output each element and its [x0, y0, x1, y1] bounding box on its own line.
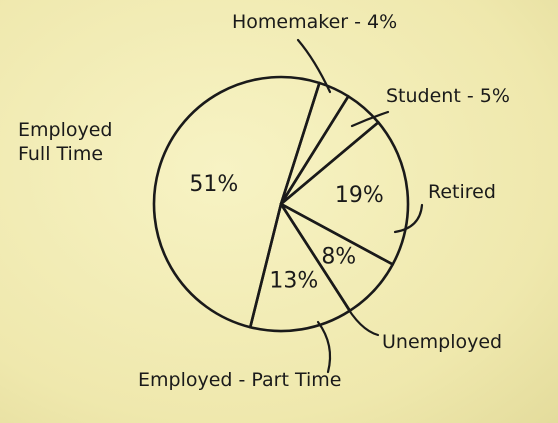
- slice-label: Employed - Part Time: [138, 369, 342, 391]
- leader-line: [316, 320, 332, 374]
- slice-label: Homemaker - 4%: [232, 11, 398, 33]
- slice-label: Employed Full Time: [18, 119, 113, 165]
- pie-slice: [279, 121, 410, 266]
- value-label: 13%: [269, 269, 318, 294]
- slice-label: Unemployed: [382, 331, 503, 353]
- value-label: 8%: [321, 244, 356, 269]
- slice-label: Retired: [428, 181, 496, 203]
- pie-slice: [152, 75, 321, 329]
- value-label: 51%: [189, 172, 238, 197]
- leader-line: [393, 203, 424, 234]
- leader-line: [350, 110, 390, 128]
- slice-label: Student - 5%: [386, 85, 510, 107]
- value-label: 19%: [335, 183, 384, 208]
- pie-slice: [248, 202, 352, 333]
- leader-line: [342, 300, 380, 337]
